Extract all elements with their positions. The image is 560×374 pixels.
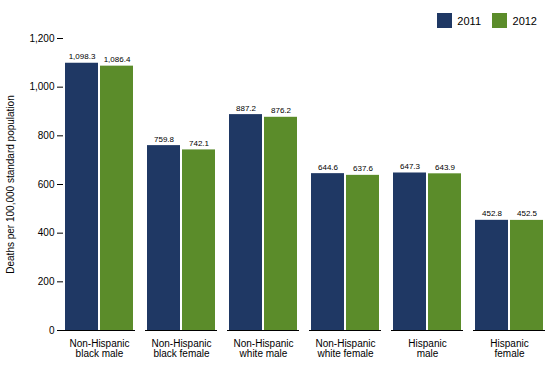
svg-text:Hispanicmale: Hispanicmale [408, 338, 446, 359]
svg-text:Non-Hispanicwhite female: Non-Hispanicwhite female [315, 338, 375, 359]
svg-text:Deaths per 100,000 standard po: Deaths per 100,000 standard population [5, 95, 16, 273]
svg-text:Hispanicfemale: Hispanicfemale [490, 338, 528, 359]
svg-text:643.9: 643.9 [435, 163, 456, 172]
svg-text:876.2: 876.2 [271, 106, 292, 115]
svg-text:637.6: 637.6 [353, 164, 374, 173]
svg-text:Non-Hispanicblack male: Non-Hispanicblack male [69, 338, 129, 359]
svg-text:887.2: 887.2 [236, 104, 257, 113]
svg-text:0: 0 [49, 325, 55, 336]
svg-text:647.3: 647.3 [400, 162, 421, 171]
svg-text:742.1: 742.1 [189, 139, 210, 148]
svg-text:1,200: 1,200 [29, 33, 54, 44]
svg-text:Non-Hispanicblack female: Non-Hispanicblack female [151, 338, 211, 359]
svg-text:1,000: 1,000 [29, 81, 54, 92]
svg-text:644.6: 644.6 [318, 163, 339, 172]
svg-text:600: 600 [38, 179, 55, 190]
svg-text:200: 200 [38, 276, 55, 287]
svg-text:452.8: 452.8 [482, 209, 503, 218]
svg-text:1,086.4: 1,086.4 [104, 55, 131, 64]
svg-text:Non-Hispanicwhite male: Non-Hispanicwhite male [233, 338, 293, 359]
svg-text:400: 400 [38, 227, 55, 238]
html-text:2011: 2011 [457, 14, 481, 27]
svg-text:1,098.3: 1,098.3 [69, 52, 96, 61]
svg-text:800: 800 [38, 130, 55, 141]
html-text:2012: 2012 [512, 14, 537, 27]
svg-text:452.5: 452.5 [517, 209, 538, 218]
svg-text:759.8: 759.8 [154, 135, 175, 144]
